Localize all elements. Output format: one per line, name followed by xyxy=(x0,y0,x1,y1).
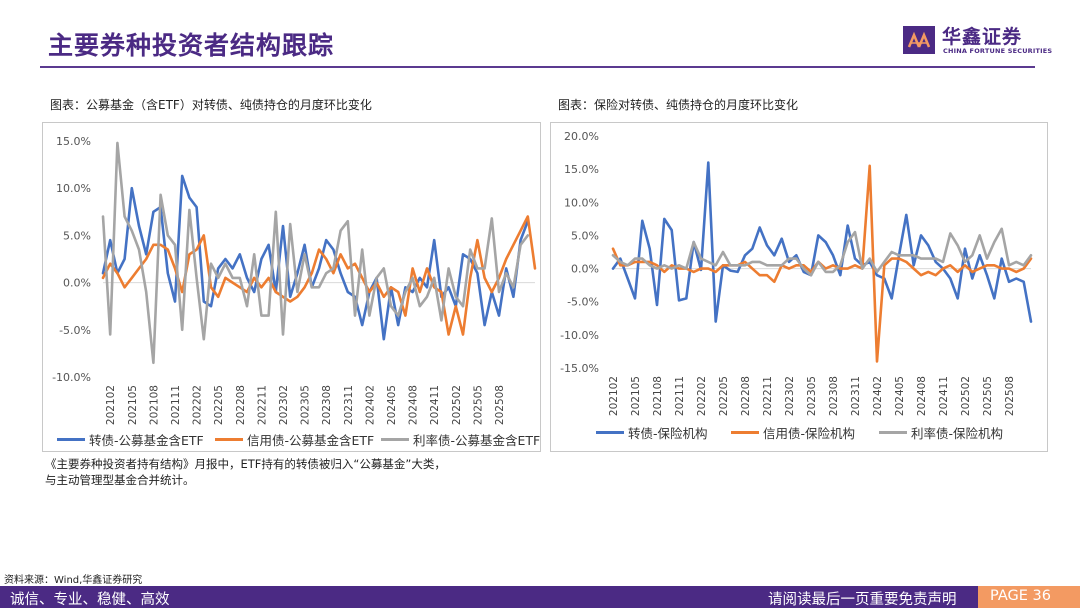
x-tick-label: 202108 xyxy=(148,385,160,425)
series-line xyxy=(101,215,537,336)
x-tick-label: 202208 xyxy=(740,376,752,416)
y-tick-label: 5.0% xyxy=(63,229,91,242)
chart-panel-fund: -10.0% -5.0% 0.0% 5.0% 10.0% 15.0% 202102 20210… xyxy=(42,122,541,452)
y-tick-label: -10.0% xyxy=(52,371,91,384)
legend-label: 转债-公募基金含ETF xyxy=(89,433,204,448)
fund-holdings-chart: -10.0% -5.0% 0.0% 5.0% 10.0% 15.0% 202102 20210… xyxy=(52,135,537,425)
page-title: 主要券种投资者结构跟踪 xyxy=(48,31,335,60)
legend-item: 转债-保险机构 xyxy=(596,423,708,442)
x-tick-label: 202508 xyxy=(494,385,506,425)
chart-note-line2: 与主动管理型基金合并统计。 xyxy=(45,473,195,487)
data-source: 资料来源：Wind,华鑫证券研究 xyxy=(4,575,143,586)
x-tick-label: 202308 xyxy=(321,385,333,425)
x-tick-label: 202508 xyxy=(1004,376,1016,416)
chart-caption-left: 图表：公募基金（含ETF）对转债、纯债持仓的月度环比变化 xyxy=(50,98,372,112)
company-logo-icon xyxy=(903,26,935,54)
y-tick-label: -10.0% xyxy=(560,329,599,342)
legend-swatch xyxy=(215,438,243,441)
legend-swatch xyxy=(731,431,759,434)
x-tick-label: 202405 xyxy=(894,376,906,416)
legend-item: 信用债-保险机构 xyxy=(731,423,855,442)
y-tick-label: -5.0% xyxy=(567,296,599,309)
y-tick-label: 20.0% xyxy=(564,130,599,143)
legend-label: 信用债-保险机构 xyxy=(763,426,856,441)
legend-item: 信用债-公募基金含ETF xyxy=(215,430,374,449)
x-tick-label: 202302 xyxy=(784,376,796,416)
x-tick-label: 202408 xyxy=(916,376,928,416)
legend-swatch xyxy=(57,438,85,441)
x-tick-label: 202502 xyxy=(960,376,972,416)
chart-panel-insurance: -15.0% -10.0% -5.0% 0.0% 5.0% 10.0% 15.0% 20.0%… xyxy=(550,122,1048,452)
disclaimer-link[interactable]: 请阅读最后一页重要免责声明 xyxy=(768,592,957,608)
y-tick-label: 15.0% xyxy=(56,135,91,148)
insurance-holdings-chart: -15.0% -10.0% -5.0% 0.0% 5.0% 10.0% 15.0% 20.0%… xyxy=(560,130,1033,416)
y-tick-label: 5.0% xyxy=(571,229,599,242)
x-tick-label: 202211 xyxy=(256,385,268,425)
x-tick-label: 202105 xyxy=(127,385,139,425)
series-line xyxy=(611,227,1033,277)
x-tick-label: 202208 xyxy=(235,385,247,425)
y-tick-label: 15.0% xyxy=(564,163,599,176)
x-tick-label: 202305 xyxy=(300,385,312,425)
x-tick-label: 202305 xyxy=(806,376,818,416)
chart-legend-insurance: 转债-保险机构 信用债-保险机构 利率债-保险机构 xyxy=(551,423,1047,441)
title-divider xyxy=(40,66,1035,68)
x-tick-label: 202205 xyxy=(213,385,225,425)
x-tick-label: 202105 xyxy=(630,376,642,416)
legend-item: 利率债-保险机构 xyxy=(879,423,1003,442)
chart-legend-fund: 转债-公募基金含ETF 信用债-公募基金含ETF 利率债-公募基金含ETF xyxy=(43,430,540,448)
x-tick-label: 202102 xyxy=(608,376,620,416)
x-tick-label: 202502 xyxy=(451,385,463,425)
x-tick-label: 202111 xyxy=(674,376,686,416)
legend-label: 利率债-公募基金含ETF xyxy=(413,433,541,448)
x-tick-label: 202411 xyxy=(429,385,441,425)
y-tick-label: 10.0% xyxy=(56,182,91,195)
footer-bar: 诚信、专业、稳健、高效 请阅读最后一页重要免责声明 PAGE 36 xyxy=(0,586,1080,608)
x-tick-label: 202411 xyxy=(938,376,950,416)
legend-item: 利率债-公募基金含ETF xyxy=(381,430,540,449)
series-line xyxy=(101,141,530,365)
x-tick-label: 202311 xyxy=(850,376,862,416)
legend-swatch xyxy=(381,438,409,441)
page-number: PAGE 36 xyxy=(990,588,1051,604)
x-tick-label: 202308 xyxy=(828,376,840,416)
x-tick-label: 202111 xyxy=(170,385,182,425)
y-tick-label: 0.0% xyxy=(63,277,91,290)
company-logo-subtitle: CHINA FORTUNE SECURITIES xyxy=(943,47,1053,55)
x-tick-label: 202505 xyxy=(982,376,994,416)
legend-label: 利率债-保险机构 xyxy=(911,426,1004,441)
legend-swatch xyxy=(596,431,624,434)
legend-label: 转债-保险机构 xyxy=(628,426,708,441)
company-logo-text: 华鑫证券 xyxy=(942,26,1023,48)
y-tick-label: 0.0% xyxy=(571,263,599,276)
x-tick-label: 202505 xyxy=(472,385,484,425)
series-line xyxy=(611,161,1033,323)
legend-label: 信用债-公募基金含ETF xyxy=(247,433,375,448)
page-number-badge xyxy=(978,586,1080,608)
x-tick-label: 202211 xyxy=(762,376,774,416)
x-tick-label: 202408 xyxy=(408,385,420,425)
y-tick-label: 10.0% xyxy=(564,196,599,209)
x-tick-label: 202405 xyxy=(386,385,398,425)
chart-note-line1: 《主要券种投资者持有结构》月报中，ETF持有的转债被归入“公募基金”大类， xyxy=(45,457,446,471)
chart-caption-right: 图表：保险对转债、纯债持仓的月度环比变化 xyxy=(558,98,799,112)
footer-slogan: 诚信、专业、稳健、高效 xyxy=(10,592,170,608)
x-tick-label: 202202 xyxy=(192,385,204,425)
x-tick-label: 202205 xyxy=(718,376,730,416)
x-tick-label: 202102 xyxy=(105,385,117,425)
x-tick-label: 202402 xyxy=(872,376,884,416)
x-tick-label: 202402 xyxy=(364,385,376,425)
chart-note: 《主要券种投资者持有结构》月报中，ETF持有的转债被归入“公募基金”大类， 与主… xyxy=(45,456,446,488)
x-tick-label: 202311 xyxy=(343,385,355,425)
x-tick-label: 202202 xyxy=(696,376,708,416)
legend-item: 转债-公募基金含ETF xyxy=(57,430,204,449)
y-tick-label: -5.0% xyxy=(59,324,91,337)
x-tick-label: 202302 xyxy=(278,385,290,425)
x-tick-label: 202108 xyxy=(652,376,664,416)
y-tick-label: -15.0% xyxy=(560,362,599,375)
legend-swatch xyxy=(879,431,907,434)
